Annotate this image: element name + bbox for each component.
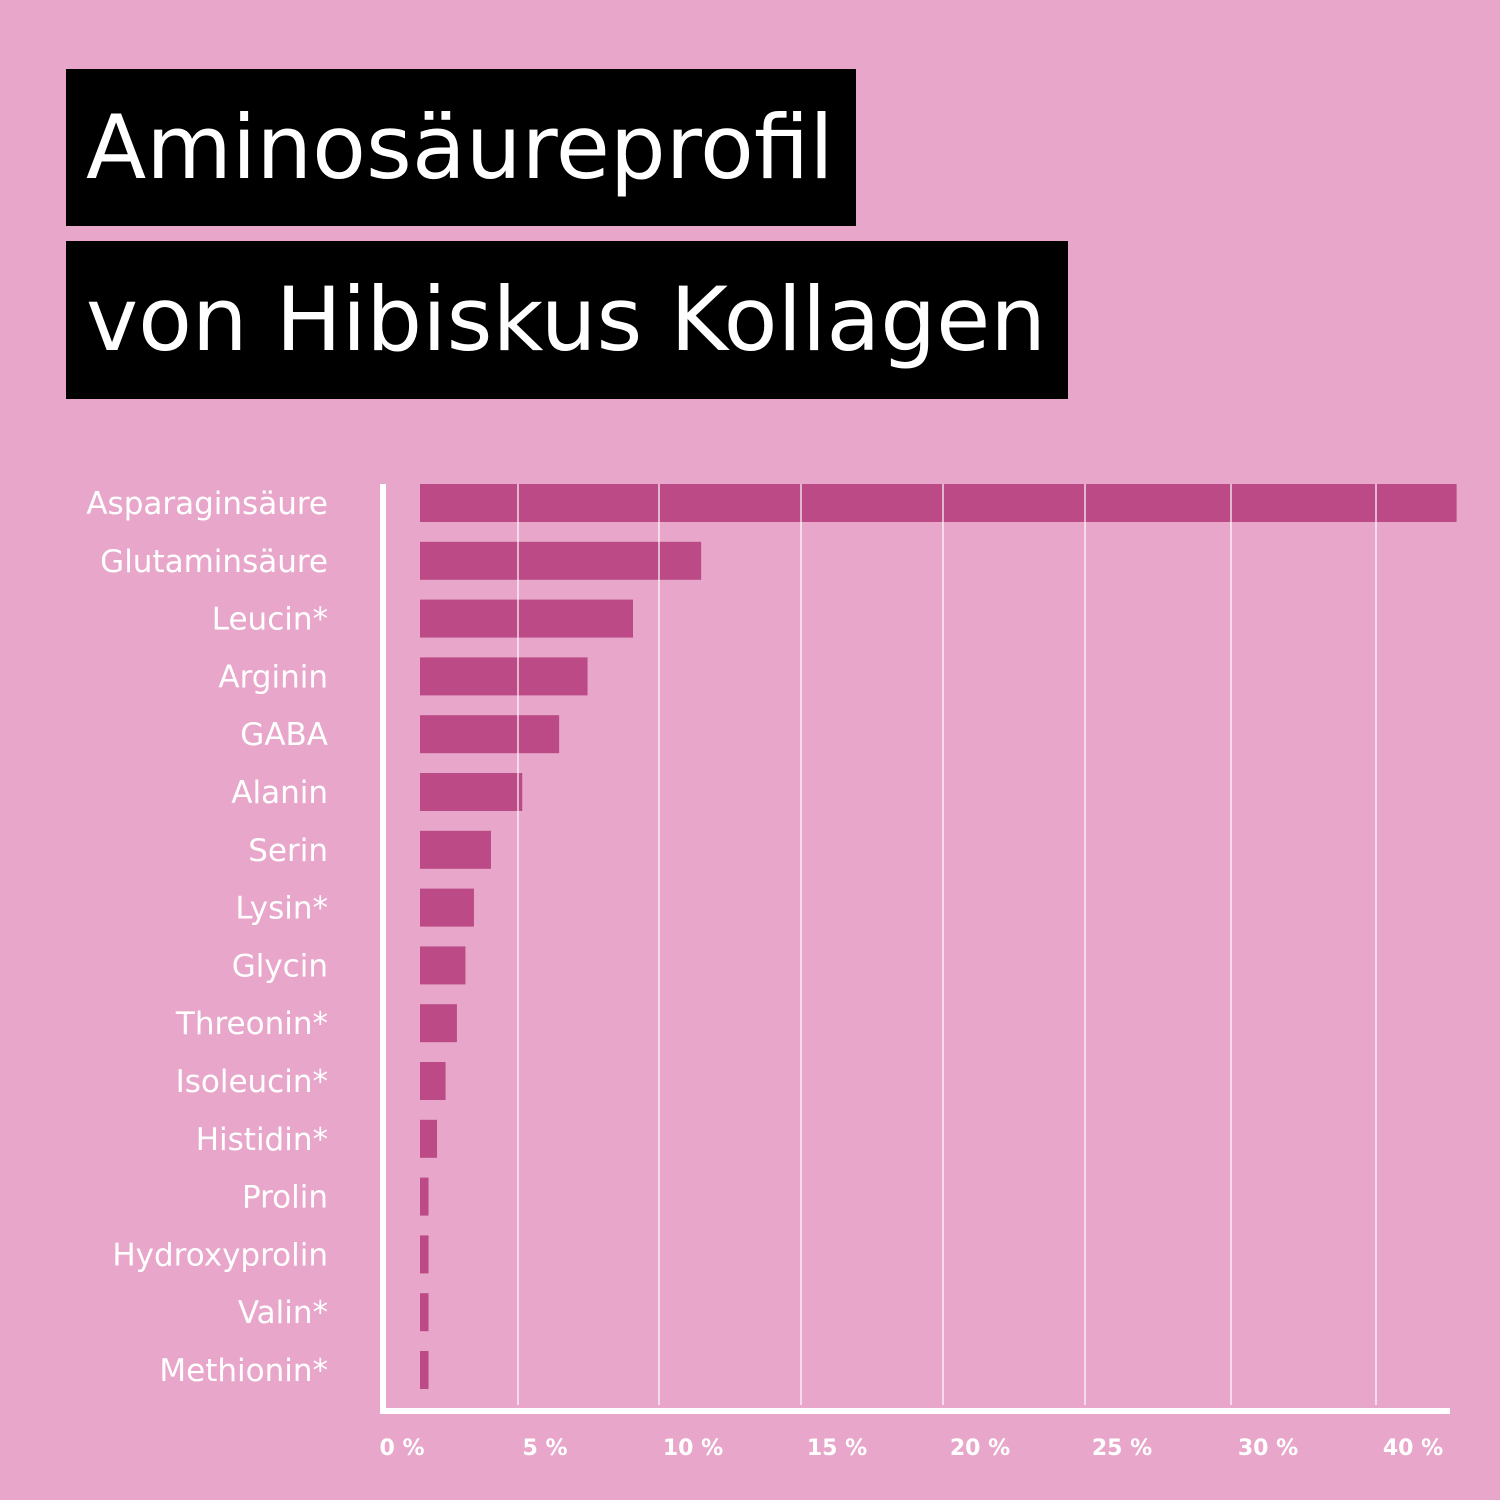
bar-9 bbox=[420, 1004, 457, 1043]
tick-label-15: 15 % bbox=[807, 1436, 867, 1461]
bar-15 bbox=[420, 1351, 429, 1389]
category-label-8: Glycin bbox=[232, 948, 328, 984]
bar-5 bbox=[420, 773, 523, 811]
bar-8 bbox=[420, 946, 466, 985]
axis-group bbox=[380, 484, 1450, 1414]
bar-7 bbox=[420, 888, 474, 927]
category-label-7: Lysin* bbox=[235, 891, 328, 927]
tick-label-30: 30 % bbox=[1238, 1436, 1298, 1461]
category-label-1: Glutaminsäure bbox=[100, 544, 328, 580]
category-labels: Asparaginsäure Glutaminsäure Leucin* Argini… bbox=[86, 486, 328, 1389]
category-label-6: Serin bbox=[248, 833, 328, 869]
category-label-9: Threonin* bbox=[175, 1006, 328, 1042]
category-label-4: GABA bbox=[240, 717, 328, 753]
category-label-10: Isoleucin* bbox=[176, 1064, 328, 1100]
category-label-13: Hydroxyprolin bbox=[112, 1237, 328, 1273]
category-label-11: Histidin* bbox=[196, 1122, 328, 1158]
title-text-2: von Hibiskus Kollagen bbox=[86, 268, 1047, 371]
title-text-1: Aminosäureprofil bbox=[86, 95, 834, 199]
bar-2 bbox=[420, 599, 633, 638]
bar-11 bbox=[420, 1119, 438, 1158]
bar-0 bbox=[420, 484, 1457, 522]
tick-label-0: 0 % bbox=[379, 1436, 424, 1461]
bar-4 bbox=[420, 715, 560, 754]
category-label-12: Prolin bbox=[242, 1180, 328, 1216]
grid-group bbox=[517, 484, 1377, 1405]
bar-12 bbox=[420, 1177, 429, 1216]
bar-6 bbox=[420, 830, 491, 869]
title-line-2: von Hibiskus Kollagen bbox=[66, 241, 1069, 399]
tick-label-5: 5 % bbox=[522, 1436, 567, 1461]
category-label-15: Methionin* bbox=[159, 1353, 328, 1389]
category-label-14: Valin* bbox=[238, 1295, 328, 1331]
bar-14 bbox=[420, 1293, 429, 1332]
tick-labels: 0 % 5 % 10 % 15 % 20 % 25 % 30 % 40 % bbox=[379, 1436, 1443, 1461]
bar-1 bbox=[420, 541, 702, 580]
bars-group bbox=[420, 484, 1457, 1389]
bar-10 bbox=[420, 1062, 446, 1100]
category-label-5: Alanin bbox=[231, 775, 328, 811]
tick-label-25: 25 % bbox=[1092, 1436, 1152, 1461]
category-label-3: Arginin bbox=[218, 659, 328, 695]
title-line-1: Aminosäureprofil bbox=[66, 69, 856, 226]
bar-3 bbox=[420, 657, 588, 696]
category-label-2: Leucin* bbox=[212, 602, 328, 638]
bar-13 bbox=[420, 1235, 429, 1274]
tick-label-10: 10 % bbox=[663, 1436, 723, 1461]
tick-label-20: 20 % bbox=[950, 1436, 1010, 1461]
category-label-0: Asparaginsäure bbox=[86, 486, 328, 522]
tick-label-40: 40 % bbox=[1383, 1436, 1443, 1461]
